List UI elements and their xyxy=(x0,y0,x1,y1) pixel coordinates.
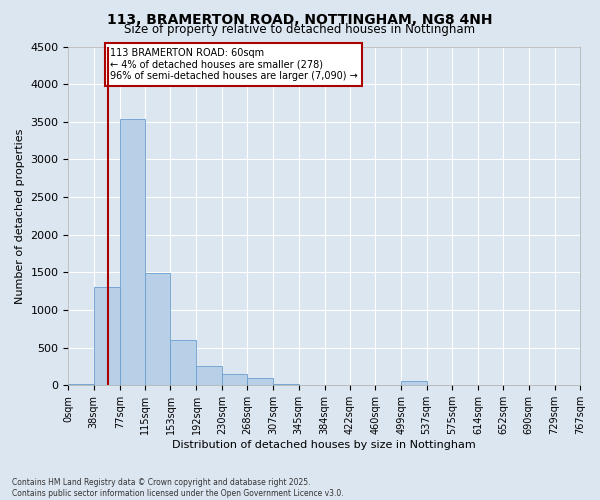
Bar xyxy=(196,366,222,385)
Bar xyxy=(120,119,145,385)
Bar xyxy=(145,273,170,385)
Bar xyxy=(247,378,273,385)
Bar xyxy=(401,382,427,385)
Text: 113 BRAMERTON ROAD: 60sqm
← 4% of detached houses are smaller (278)
96% of semi-: 113 BRAMERTON ROAD: 60sqm ← 4% of detach… xyxy=(110,48,358,81)
Bar xyxy=(68,384,94,385)
Bar xyxy=(94,288,120,385)
X-axis label: Distribution of detached houses by size in Nottingham: Distribution of detached houses by size … xyxy=(172,440,476,450)
Bar xyxy=(273,384,299,385)
Bar xyxy=(170,340,196,385)
Text: 113, BRAMERTON ROAD, NOTTINGHAM, NG8 4NH: 113, BRAMERTON ROAD, NOTTINGHAM, NG8 4NH xyxy=(107,12,493,26)
Bar xyxy=(222,374,247,385)
Text: Contains HM Land Registry data © Crown copyright and database right 2025.
Contai: Contains HM Land Registry data © Crown c… xyxy=(12,478,344,498)
Y-axis label: Number of detached properties: Number of detached properties xyxy=(15,128,25,304)
Text: Size of property relative to detached houses in Nottingham: Size of property relative to detached ho… xyxy=(124,22,476,36)
